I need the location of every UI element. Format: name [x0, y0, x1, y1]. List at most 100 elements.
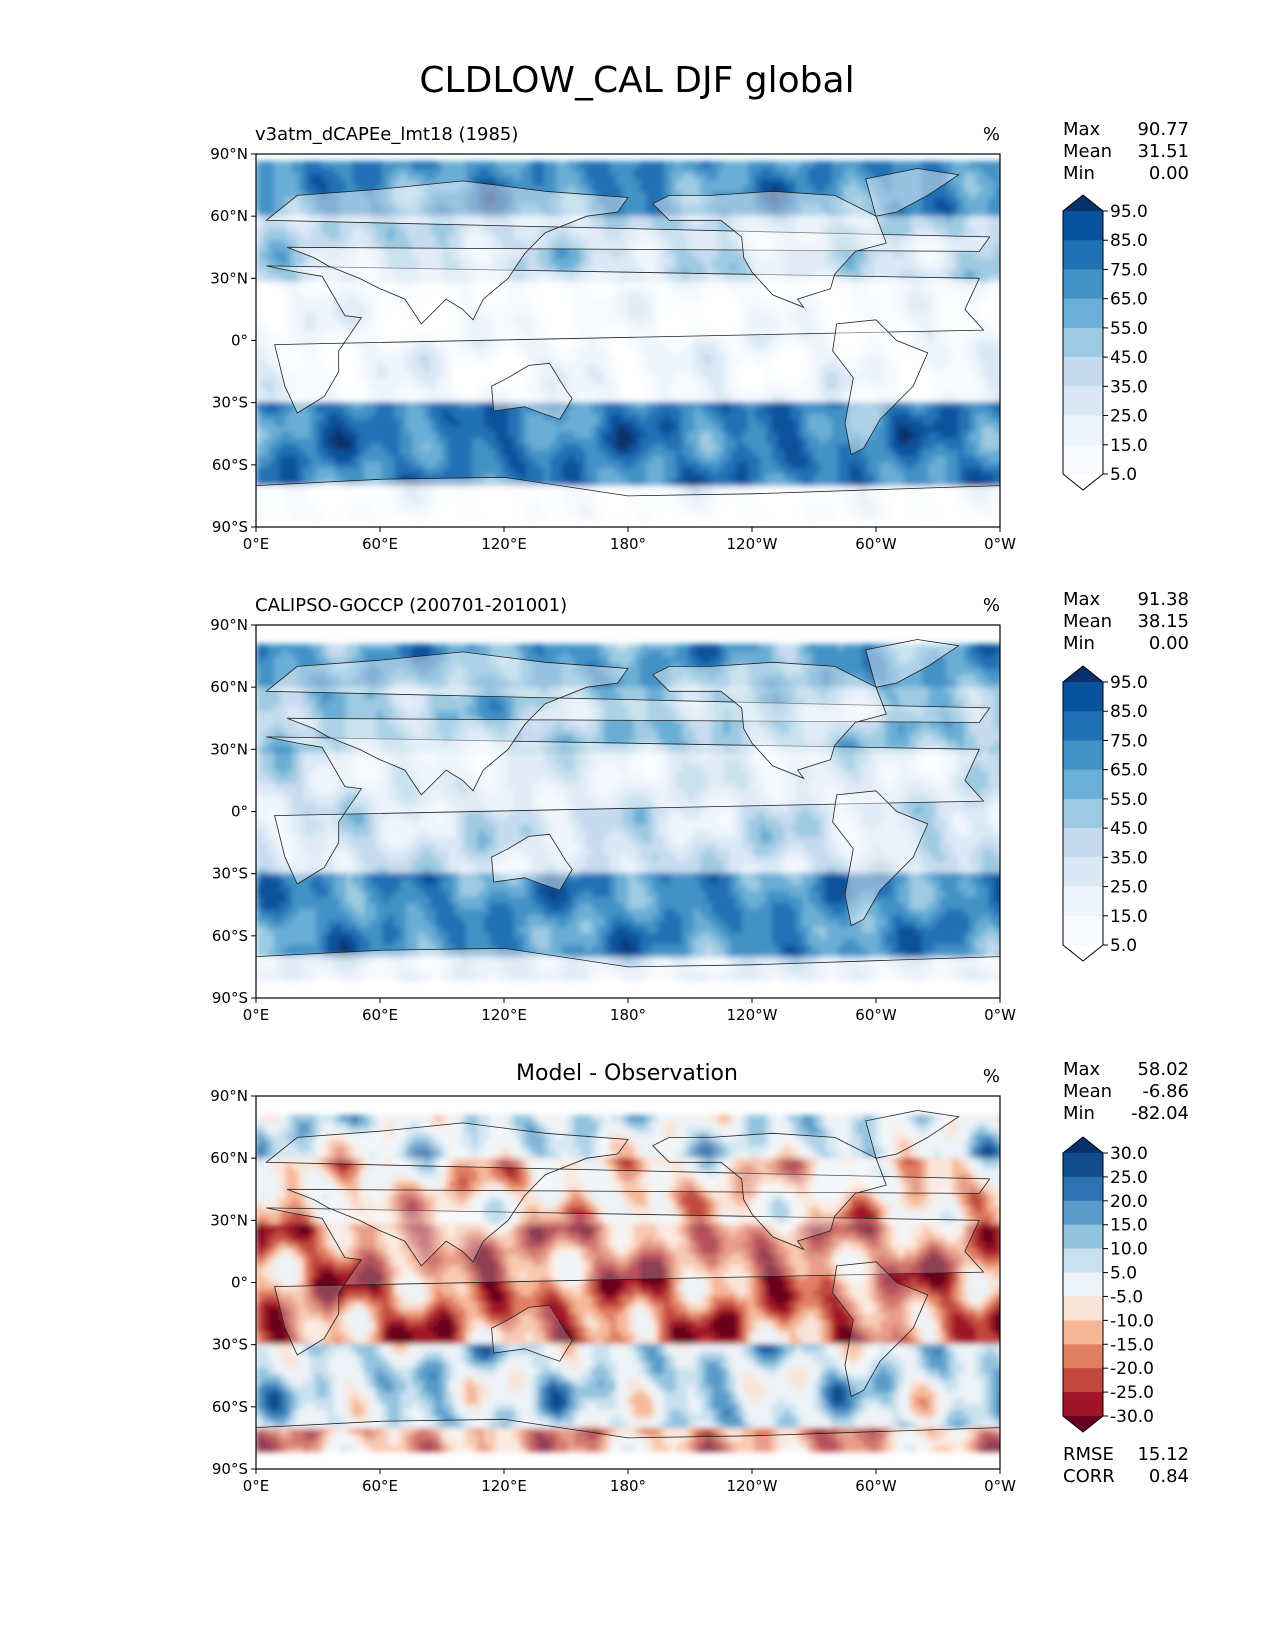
colorbar-label: 95.0: [1110, 202, 1148, 222]
colorbar-label: 15.0: [1110, 436, 1148, 456]
colorbar-segment: [1063, 1200, 1103, 1226]
x-tick-label: 60°W: [855, 1006, 897, 1024]
y-tick-label: 30°S: [212, 865, 248, 883]
colorbar-segment: [1063, 798, 1103, 829]
panel-reference: CALIPSO-GOCCP (200701-201001) % 90°N 60°N…: [210, 589, 1189, 1024]
colorbar-label: 5.0: [1110, 1264, 1137, 1284]
y-tick-label: 60°S: [212, 927, 248, 945]
colorbar-label: -30.0: [1110, 1407, 1154, 1427]
panel-test-units: %: [983, 124, 1000, 145]
x-tick-label: 0°W: [984, 1006, 1016, 1024]
y-tick-label: 60°N: [210, 1149, 248, 1167]
continent-outline: [266, 736, 985, 885]
x-tick-label: 0°E: [243, 1477, 270, 1495]
x-tick-label: 60°W: [855, 1477, 897, 1495]
colorbar-segment: [1063, 1176, 1103, 1202]
x-tick-label: 0°E: [243, 535, 270, 553]
colorbar-label: 25.0: [1110, 407, 1148, 427]
colorbar-segment: [1063, 1344, 1103, 1369]
x-tick-label: 120°W: [727, 1006, 778, 1024]
colorbar-label: 55.0: [1110, 790, 1148, 810]
y-tick-label: 90°S: [212, 1460, 248, 1478]
colorbar-extend-min: [1063, 474, 1103, 490]
stat-value-mean: -6.86: [1142, 1081, 1189, 1102]
y-tick-label: 30°N: [210, 269, 248, 287]
stat-value-mean: 31.51: [1137, 141, 1189, 162]
continent-outline: [832, 1261, 929, 1398]
x-tick-label: 120°W: [727, 1477, 778, 1495]
panel-reference-colorbar: 95.0 85.0 75.0 65.0 55.0 45.0 35.0 25.0 15.0 5.0: [1062, 665, 1148, 962]
colorbar-segment: [1063, 857, 1103, 888]
y-tick-label: 60°S: [212, 456, 248, 474]
colorbar-segment: [1063, 357, 1103, 387]
figure-title: CLDLOW_CAL DJF global: [419, 60, 854, 101]
colorbar-label: -15.0: [1110, 1335, 1154, 1355]
colorbar-label: 5.0: [1110, 936, 1137, 956]
colorbar-segment: [1063, 1320, 1103, 1345]
continent-outline: [832, 790, 929, 927]
colorbar-label: 35.0: [1110, 848, 1148, 868]
colorbar-label: 25.0: [1110, 878, 1148, 898]
continent-outline: [491, 833, 573, 891]
y-tick-label: 90°N: [210, 616, 248, 634]
colorbar-segment: [1063, 1248, 1103, 1274]
colorbar-segment: [1063, 886, 1103, 917]
colorbar-segment: [1063, 444, 1103, 475]
stat-label-min: Min: [1063, 163, 1095, 184]
colorbar-label: 35.0: [1110, 377, 1148, 397]
stat-label-max: Max: [1063, 589, 1101, 610]
colorbar-segment: [1063, 711, 1103, 741]
colorbar-segment: [1063, 211, 1103, 241]
x-tick-label: 60°E: [362, 1006, 398, 1024]
panel-difference-stats: Max 58.02 Mean -6.86 Min -82.04: [1063, 1059, 1189, 1124]
colorbar-label: -5.0: [1110, 1287, 1143, 1307]
stat-label-rmse: RMSE: [1063, 1444, 1114, 1465]
heatmap-field: [256, 161, 1000, 522]
colorbar-label: 45.0: [1110, 348, 1148, 368]
y-tick-label: 90°S: [212, 989, 248, 1007]
heatmap-field: [256, 644, 1000, 981]
colorbar-label: 65.0: [1110, 761, 1148, 781]
continent-outline: [865, 1110, 960, 1159]
colorbar-segment: [1063, 740, 1103, 771]
colorbar-segment: [1063, 1224, 1103, 1250]
colorbar-segment: [1063, 1272, 1103, 1297]
colorbar-extend-min: [1063, 1416, 1103, 1432]
colorbar-label: 85.0: [1110, 702, 1148, 722]
continent-outline: [256, 947, 1000, 998]
panel-test-map: [255, 153, 1001, 528]
panel-difference-title: Model - Observation: [516, 1061, 738, 1086]
panel-test-stats: Max 90.77 Mean 31.51 Min 0.00: [1063, 119, 1189, 184]
colorbar-extend-min: [1063, 945, 1103, 961]
colorbar-segment: [1063, 1368, 1103, 1393]
stat-value-max: 58.02: [1137, 1059, 1189, 1080]
colorbar-segment: [1063, 386, 1103, 417]
stat-value-min: -82.04: [1131, 1103, 1189, 1124]
colorbar-segment: [1063, 269, 1103, 300]
continent-outline: [832, 319, 929, 456]
colorbar-segment: [1063, 240, 1103, 270]
x-tick-label: 60°E: [362, 1477, 398, 1495]
panel-test-title: v3atm_dCAPEe_lmt18 (1985): [255, 124, 518, 145]
colorbar-extend-max: [1063, 195, 1103, 211]
colorbar-segment: [1063, 298, 1103, 329]
x-tick-label: 120°W: [727, 535, 778, 553]
colorbar-segment: [1063, 1296, 1103, 1321]
colorbar-segment: [1063, 1153, 1103, 1178]
panel-difference-error-stats: RMSE 15.12 CORR 0.84: [1063, 1444, 1189, 1487]
panel-reference-map: [255, 624, 1001, 999]
colorbar-label: 45.0: [1110, 819, 1148, 839]
coastlines: [256, 1110, 1000, 1469]
stat-label-mean: Mean: [1063, 1081, 1112, 1102]
y-tick-label: 60°N: [210, 207, 248, 225]
continent-outline: [491, 362, 573, 420]
colorbar-label: 30.0: [1110, 1144, 1148, 1164]
stat-value-mean: 38.15: [1137, 611, 1189, 632]
colorbar-label: 65.0: [1110, 290, 1148, 310]
y-tick-label: 30°N: [210, 1211, 248, 1229]
stat-label-max: Max: [1063, 119, 1101, 140]
colorbar-segment: [1063, 1392, 1103, 1417]
stat-value-min: 0.00: [1149, 633, 1189, 654]
stat-label-min: Min: [1063, 633, 1095, 654]
x-tick-label: 120°E: [481, 535, 527, 553]
